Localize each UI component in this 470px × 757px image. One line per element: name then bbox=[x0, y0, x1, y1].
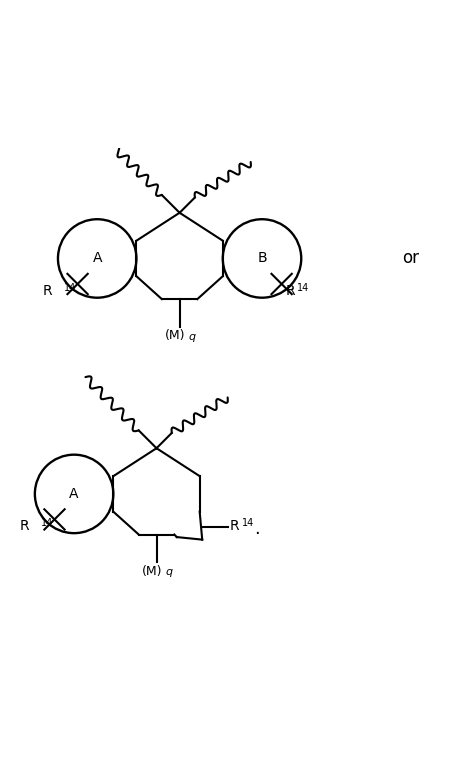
Text: 14: 14 bbox=[64, 282, 76, 293]
Text: 14: 14 bbox=[40, 518, 53, 528]
Text: 14: 14 bbox=[297, 282, 309, 293]
Text: R: R bbox=[230, 519, 240, 532]
Text: q: q bbox=[166, 567, 173, 577]
Text: R: R bbox=[19, 519, 29, 534]
Text: 14: 14 bbox=[243, 519, 255, 528]
Text: R: R bbox=[43, 284, 52, 298]
Text: (M): (M) bbox=[141, 565, 162, 578]
Text: B: B bbox=[257, 251, 267, 266]
Text: q: q bbox=[189, 332, 196, 341]
Text: .: . bbox=[254, 520, 260, 538]
Text: A: A bbox=[70, 487, 79, 501]
Text: (M): (M) bbox=[164, 329, 185, 342]
Text: or: or bbox=[402, 250, 419, 267]
Text: R: R bbox=[285, 284, 295, 298]
Text: A: A bbox=[93, 251, 102, 266]
